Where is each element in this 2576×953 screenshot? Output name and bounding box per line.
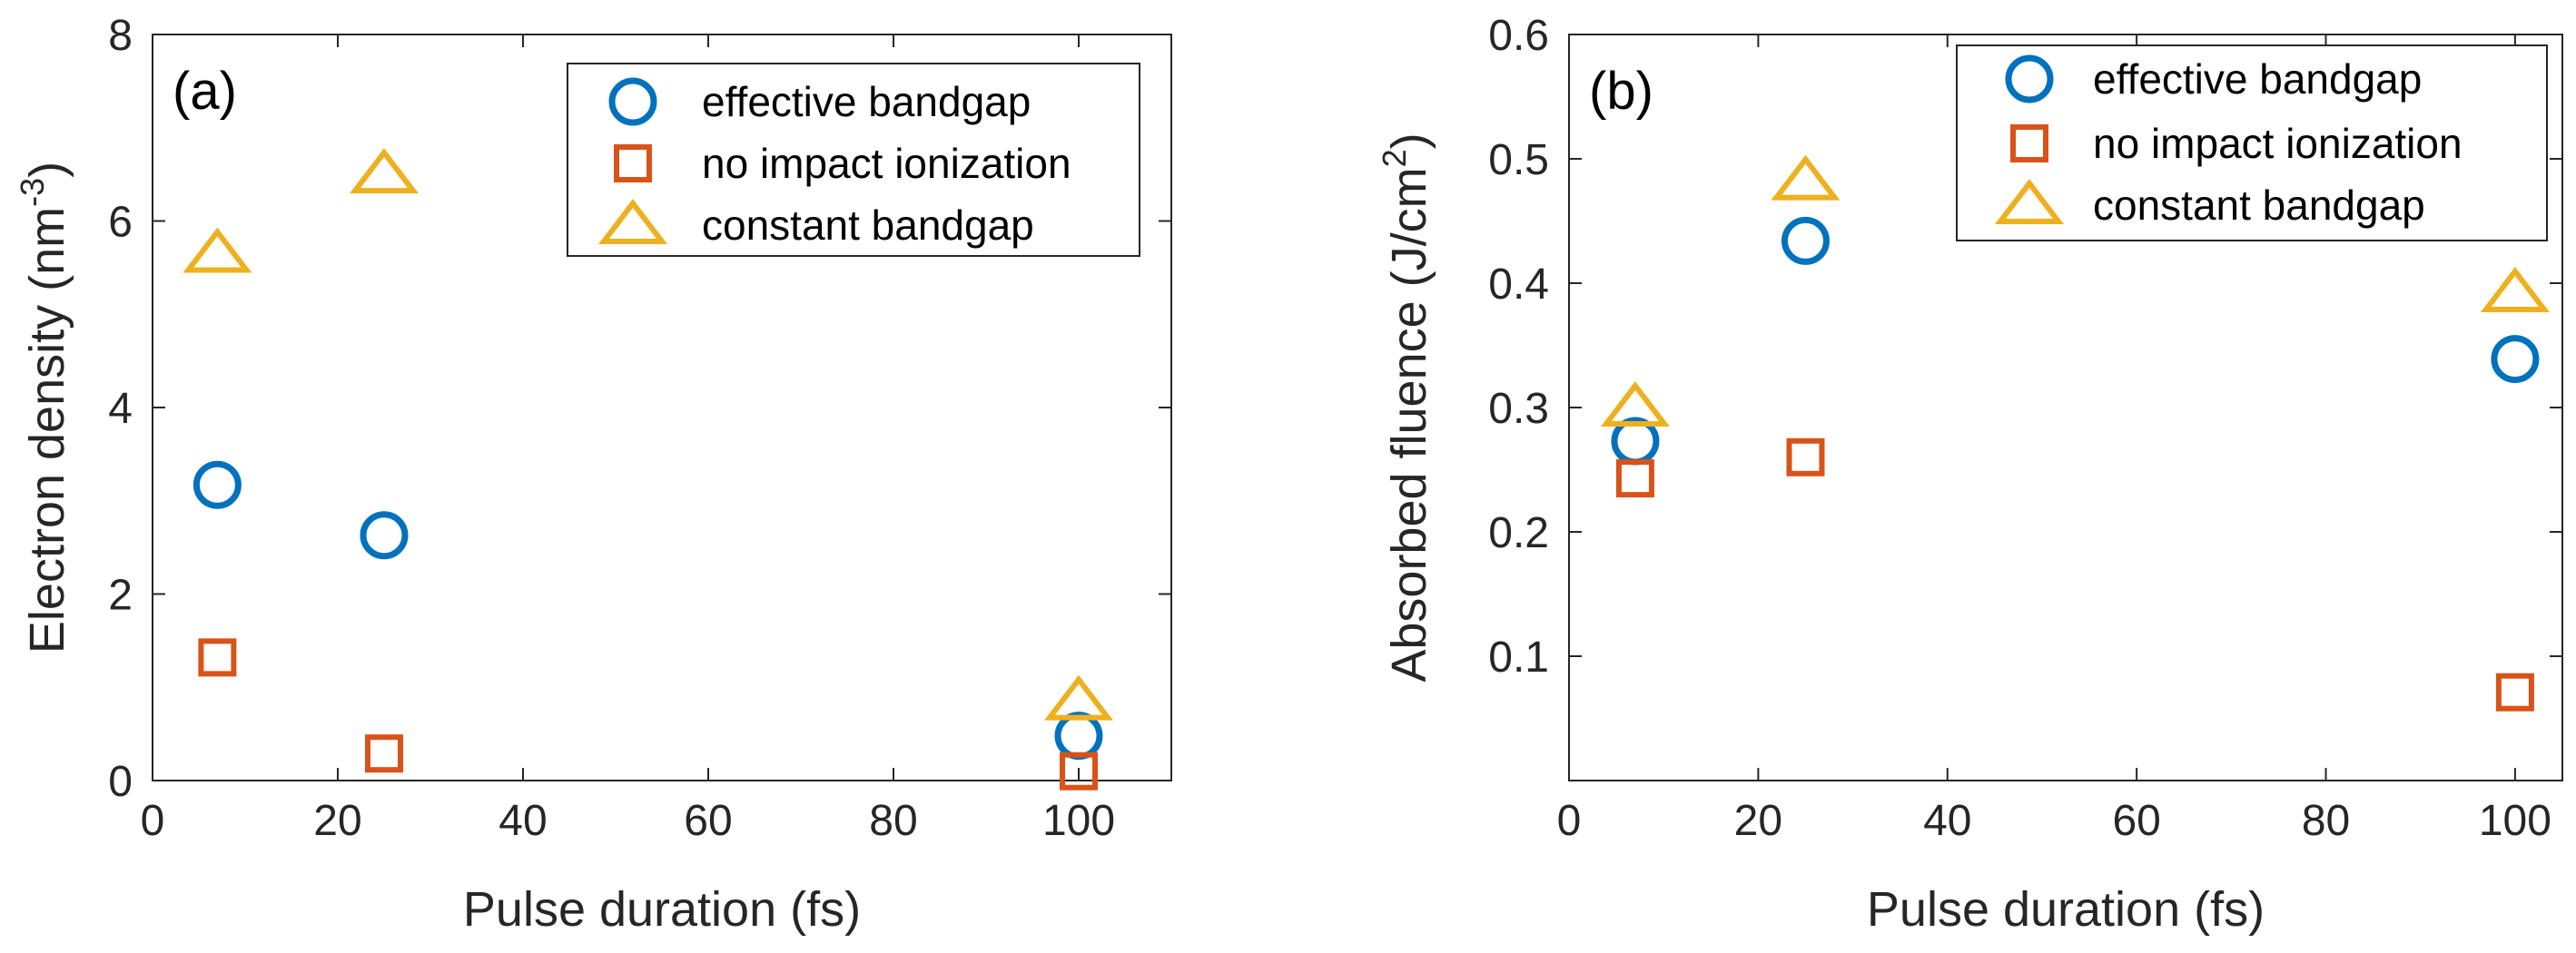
data-point-square	[1615, 459, 1654, 498]
legend-entry-label: effective bandgap	[702, 78, 1031, 125]
x-axis-label: Pulse duration (fs)	[1867, 882, 2265, 937]
legend: effective bandgap no impact ionization con…	[1956, 44, 2548, 241]
data-point-triangle	[1600, 381, 1670, 427]
y-axis-label-main: Electron density (nm	[20, 207, 74, 653]
data-point-triangle	[1043, 674, 1114, 721]
legend-entry-label: constant bandgap	[702, 201, 1034, 249]
y-tick-label: 6	[108, 199, 133, 247]
data-point-triangle	[1771, 154, 1841, 201]
legend-entry-label: no impact ionization	[702, 140, 1071, 187]
legend-marker-square	[614, 144, 652, 182]
data-point-triangle	[349, 148, 419, 194]
legend-entry-label: constant bandgap	[2093, 182, 2425, 229]
legend-marker-triangle	[597, 199, 668, 244]
legend-marker-circle	[608, 77, 657, 126]
legend-entry-label: no impact ionization	[2093, 120, 2462, 167]
y-axis-label-superscript: -3	[14, 178, 51, 207]
x-tick-label: 20	[313, 797, 361, 845]
data-point-square	[1786, 437, 1825, 476]
y-tick-label: 0.1	[1488, 634, 1549, 682]
x-tick-label: 80	[2302, 797, 2350, 845]
data-point-circle	[1781, 216, 1830, 265]
data-point-square	[198, 638, 237, 677]
y-tick-label: 0.4	[1488, 260, 1549, 309]
legend-box	[1956, 44, 2548, 241]
y-axis-label-main: Absorbed fluence (J/cm	[1382, 167, 1436, 682]
panel-label: (a)	[173, 62, 237, 121]
y-tick-label: 2	[108, 572, 133, 620]
y-axis-label-end: )	[1382, 133, 1436, 149]
x-axis-label: Pulse duration (fs)	[463, 882, 861, 937]
x-tick-label: 40	[1923, 797, 1971, 845]
data-point-square	[365, 734, 403, 773]
data-point-circle	[192, 460, 242, 509]
data-point-triangle	[183, 227, 252, 273]
y-tick-label: 0.2	[1488, 509, 1549, 557]
chart-panel-a: 0 20 40 60 80 100 0 2 4 6 8 Pulse duration (fs) Elec…	[14, 12, 1172, 937]
legend-marker-circle	[2005, 54, 2054, 103]
data-point-square	[1060, 752, 1098, 791]
data-point-triangle	[2480, 267, 2550, 312]
y-axis-label: Electron density (nm-3)	[14, 162, 74, 653]
y-tick-label: 0	[108, 758, 133, 806]
x-tick-label: 80	[869, 797, 917, 845]
series-constant-bandgap	[1600, 154, 2550, 427]
x-tick-label: 40	[498, 797, 547, 845]
x-tick-label: 20	[1734, 797, 1782, 845]
y-tick-label: 4	[108, 385, 133, 433]
series-no-impact-ionization	[1615, 437, 2534, 712]
data-point-square	[2495, 673, 2534, 712]
chart-panel-b: 0 20 40 60 80 100 0.1 0.2 0.3 0.4 0.5 0.6 Pulse dura…	[1376, 12, 2563, 937]
legend-marker-triangle	[1994, 179, 2065, 224]
legend-box	[567, 63, 1140, 257]
data-point-circle	[2491, 335, 2540, 384]
x-tick-label: 60	[684, 797, 732, 845]
series-no-impact-ionization	[198, 638, 1098, 791]
y-tick-label: 0.6	[1488, 12, 1549, 60]
x-tick-label: 60	[2112, 797, 2160, 845]
data-point-circle	[360, 511, 409, 560]
y-tick-label: 0.5	[1488, 136, 1549, 184]
y-tick-label: 8	[108, 12, 133, 60]
legend-entry-label: effective bandgap	[2093, 55, 2422, 103]
y-tick-label: 0.3	[1488, 385, 1549, 433]
panel-label: (b)	[1589, 62, 1653, 121]
legend-marker-square	[2010, 124, 2048, 162]
x-tick-label: 100	[2479, 797, 2551, 845]
y-axis-label-end: )	[20, 162, 74, 178]
y-axis-label-superscript: 2	[1376, 149, 1413, 167]
series-constant-bandgap	[183, 148, 1114, 721]
y-axis-label: Absorbed fluence (J/cm2)	[1376, 133, 1436, 682]
x-tick-label: 100	[1042, 797, 1115, 845]
x-tick-label: 0	[141, 797, 165, 845]
legend: effective bandgap no impact ionization con…	[567, 63, 1140, 257]
x-tick-label: 0	[1557, 797, 1582, 845]
